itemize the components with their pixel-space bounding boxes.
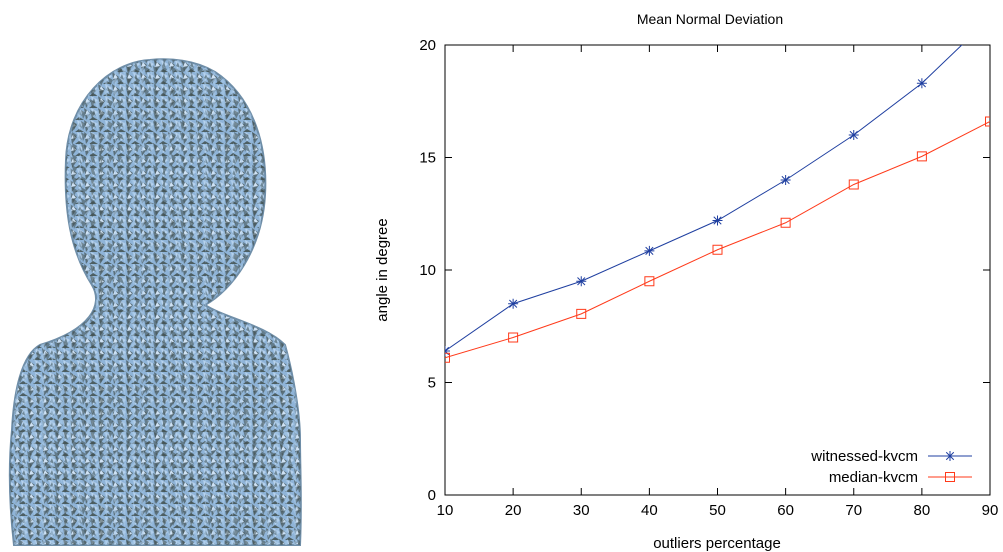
series-witnessed-kvcm — [445, 45, 963, 356]
data-point — [508, 332, 519, 343]
data-point — [576, 276, 587, 287]
legend-label: median-kvcm — [829, 469, 918, 486]
y-tick-label: 15 — [419, 150, 436, 167]
x-tick-label: 60 — [777, 502, 794, 519]
legend-marker — [945, 451, 955, 461]
data-point — [576, 308, 587, 319]
data-point — [916, 151, 927, 162]
plot-frame — [444, 44, 991, 496]
x-tick-label: 80 — [914, 502, 931, 519]
x-tick-label: 30 — [573, 502, 590, 519]
series-layer — [445, 45, 990, 363]
series-line — [445, 121, 990, 359]
y-tick-label: 20 — [419, 37, 436, 54]
x-tick-label: 50 — [709, 502, 726, 519]
data-point — [985, 116, 990, 127]
y-tick-label: 5 — [428, 375, 436, 392]
data-point — [445, 352, 450, 363]
y-axis-label: angle in degree — [374, 218, 391, 321]
data-point — [644, 245, 655, 256]
line-chart: Mean Normal Deviation 10 20 30 40 50 60 70 80 90… — [374, 11, 998, 552]
series-line — [445, 45, 963, 352]
legend-marker — [945, 472, 955, 482]
data-point — [644, 276, 655, 287]
data-point — [848, 179, 859, 190]
data-point — [508, 298, 519, 309]
y-tick-label: 0 — [428, 487, 436, 504]
data-point — [445, 346, 450, 356]
data-point — [848, 130, 859, 140]
x-tick-label: 90 — [982, 502, 999, 519]
y-tick-label: 10 — [419, 262, 436, 279]
y-axis: 0 5 10 15 20 — [419, 37, 990, 504]
noisy-bust-mesh — [8, 58, 302, 546]
x-axis: 10 20 30 40 50 60 70 80 90 — [437, 45, 999, 519]
x-tick-label: 10 — [437, 502, 454, 519]
chart-title: Mean Normal Deviation — [637, 11, 783, 27]
x-tick-label: 70 — [845, 502, 862, 519]
x-tick-label: 20 — [505, 502, 522, 519]
x-tick-label: 40 — [641, 502, 658, 519]
data-point — [712, 215, 723, 226]
data-point — [712, 244, 723, 255]
data-point — [780, 217, 791, 228]
legend: witnessed-kvcm median-kvcm — [810, 448, 972, 486]
legend-label: witnessed-kvcm — [810, 448, 918, 465]
series-median-kvcm — [445, 116, 990, 363]
x-axis-label: outliers percentage — [653, 535, 781, 552]
data-point — [780, 175, 791, 185]
data-point — [916, 78, 927, 89]
